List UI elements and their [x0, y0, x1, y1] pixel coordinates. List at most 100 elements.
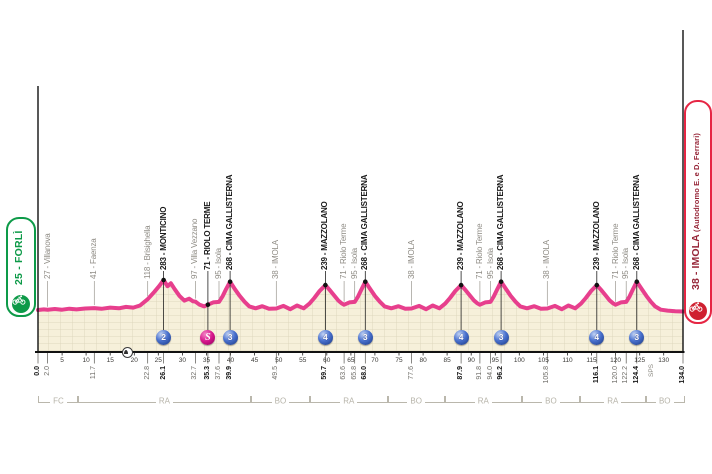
km-label-105.8: 105.8: [543, 366, 551, 384]
axis-tick-label-60: 60: [323, 357, 331, 364]
place-label-mazzolano-59.7: 239 - MAZZOLANO: [320, 201, 330, 270]
start-rider-badge: [12, 295, 30, 313]
province-segment-bo-6: BO: [520, 396, 581, 406]
gpm-marker-cat3-cima-gallisterna-124.4: 3: [629, 329, 645, 345]
summit-dot-cima-gallisterna-39.9: [227, 279, 233, 285]
place-label-imola-77.6: 38 - IMOLA: [406, 240, 416, 279]
province-segment-ra-5: RA: [443, 396, 523, 406]
km-label-59.7: 59.7: [321, 366, 329, 380]
province-segment-fc-0: FC: [38, 396, 79, 406]
axis-tick-label-130: 130: [658, 357, 669, 364]
axis-tick-label-100: 100: [514, 357, 525, 364]
province-segment-ra-1: RA: [77, 396, 252, 406]
cyclist-icon: [689, 302, 703, 312]
summit-dot-riolo-terme-35.3: [205, 302, 211, 308]
km-label-91.8: 91.8: [475, 366, 483, 380]
km-label-0.0: 0.0: [34, 366, 41, 376]
place-label-isola-37.6: 95 - Isola: [214, 248, 223, 279]
axis-tick-label-95: 95: [492, 357, 500, 364]
axis-tick-label-5: 5: [60, 357, 64, 364]
km-label-68.0: 68.0: [361, 366, 369, 380]
summit-dot-cima-gallisterna-96.2: [498, 279, 504, 285]
finish-sublabel-text: (Autodromo E. e D. Ferrari): [692, 133, 701, 235]
place-label-isola-122.2: 95 - Isola: [621, 248, 631, 279]
place-label-isola-65.8: 95 - Isola: [349, 248, 359, 279]
km-label-120.0: 120.0: [611, 366, 619, 384]
finish-label-box: 38 - IMOLA (Autodromo E. e D. Ferrari): [684, 100, 712, 324]
summit-dot-mazzolano-116.1: [594, 282, 600, 288]
place-label-cima-gallisterna-68: 268 - CIMA GALLISTERNA: [360, 174, 370, 270]
place-label-riolo-terme-120: 71 - Riolo Terme: [610, 223, 620, 279]
axis-tick-label-110: 110: [562, 357, 573, 364]
finish-label-text: 38 - IMOLA (Autodromo E. e D. Ferrari): [690, 133, 702, 290]
summit-dot-cima-gallisterna-124.4: [634, 279, 640, 285]
axis-tick-label-115: 115: [586, 357, 597, 364]
km-label-87.9: 87.9: [457, 366, 465, 380]
gpm-marker-cat4-mazzolano-87.9: 4: [453, 329, 469, 345]
place-label-mazzolano-87.9: 239 - MAZZOLANO: [456, 201, 466, 270]
province-segment-bo-4: BO: [386, 396, 446, 406]
axis-tick-label-105: 105: [538, 357, 549, 364]
gpm-marker-cat3-cima-gallisterna-96.2: 3: [493, 329, 509, 345]
axis-tick-label-35: 35: [203, 357, 211, 364]
summit-dot-mazzolano-59.7: [323, 282, 328, 288]
place-label-cima-gallisterna-96.2: 268 - CIMA GALLISTERNA: [496, 174, 506, 270]
km-label-2.0: 2.0: [43, 366, 51, 376]
gpm-marker-cat4-mazzolano-59.7: 4: [317, 329, 333, 345]
summit-dot-mazzolano-87.9: [458, 282, 464, 288]
km-label-63.6: 63.6: [340, 366, 348, 380]
km-label-122.2: 122.2: [622, 366, 630, 384]
tunnel-icon: [121, 347, 133, 358]
summit-dot-monticino-26.1: [161, 277, 166, 283]
province-segment-bo-2: BO: [249, 396, 311, 406]
km-label-49.5: 49.5: [272, 366, 280, 380]
place-label-cima-gallisterna-124.4: 268 - CIMA GALLISTERNA: [631, 174, 641, 270]
place-label-monticino-26.1: 283 - MONTICINO: [158, 206, 168, 270]
start-label-box: 25 - FORLÌ: [6, 217, 36, 317]
km-label-22.8: 22.8: [143, 366, 151, 380]
province-segment-bo-8: BO: [644, 396, 685, 406]
sprint-marker-riolo-terme-35.3: S: [200, 329, 216, 345]
summit-dot-cima-gallisterna-68: [363, 279, 368, 285]
axis-tick-label-40: 40: [227, 357, 235, 364]
province-segment-ra-3: RA: [309, 396, 389, 406]
axis-tick-label-10: 10: [82, 357, 90, 364]
province-segment-ra-7: RA: [579, 396, 647, 406]
axis-tick-label-70: 70: [371, 357, 379, 364]
place-label-imola-49.5: 38 - IMOLA: [271, 240, 281, 279]
place-label-imola-105.8: 38 - IMOLA: [542, 240, 552, 279]
place-label-brisighella-22.8: 118 - Brisighella: [142, 225, 152, 279]
axis-tick-label-125: 125: [634, 357, 645, 364]
axis-tick-label-75: 75: [395, 357, 403, 364]
km-label-134.0: 134.0: [679, 366, 686, 384]
cyclist-icon: [12, 295, 26, 305]
gpm-marker-cat4-mazzolano-116.1: 4: [589, 329, 605, 345]
place-label-isola-94: 95 - Isola: [485, 248, 495, 279]
km-label-26.1: 26.1: [159, 366, 167, 380]
axis-tick-label-30: 30: [179, 357, 187, 364]
axis-tick-label-90: 90: [468, 357, 476, 364]
axis-tick-label-65: 65: [347, 357, 355, 364]
place-label-riolo-terme-91.8: 71 - Riolo Terme: [474, 223, 484, 279]
finish-rider-badge: [689, 302, 707, 320]
km-label-94.0: 94.0: [486, 366, 494, 380]
place-label-villa-vezzano-32.7: 97 - Villa Vezzano: [190, 218, 200, 279]
km-label-77.6: 77.6: [407, 366, 415, 380]
km-label-65.8: 65.8: [350, 366, 358, 380]
axis-tick-label-25: 25: [155, 357, 163, 364]
km-label-32.7: 32.7: [191, 366, 199, 380]
axis-tick-label-15: 15: [107, 357, 115, 364]
gpm-marker-cat3-cima-gallisterna-39.9: 3: [222, 329, 238, 345]
axis-tick-label-20: 20: [131, 357, 139, 364]
place-label-faenza-11.7: 41 - Faenza: [89, 238, 99, 280]
axis-tick-label-50: 50: [275, 357, 283, 364]
km-label-124.4: 124.4: [632, 366, 640, 384]
km-label-35.3: 35.3: [203, 366, 211, 380]
place-label-riolo-terme-35.3: 71 - RIOLO TERME: [202, 201, 212, 270]
axis-tick-label-80: 80: [419, 357, 427, 364]
start-label-text: 25 - FORLÌ: [13, 230, 25, 285]
elevation-grid: [38, 280, 683, 352]
